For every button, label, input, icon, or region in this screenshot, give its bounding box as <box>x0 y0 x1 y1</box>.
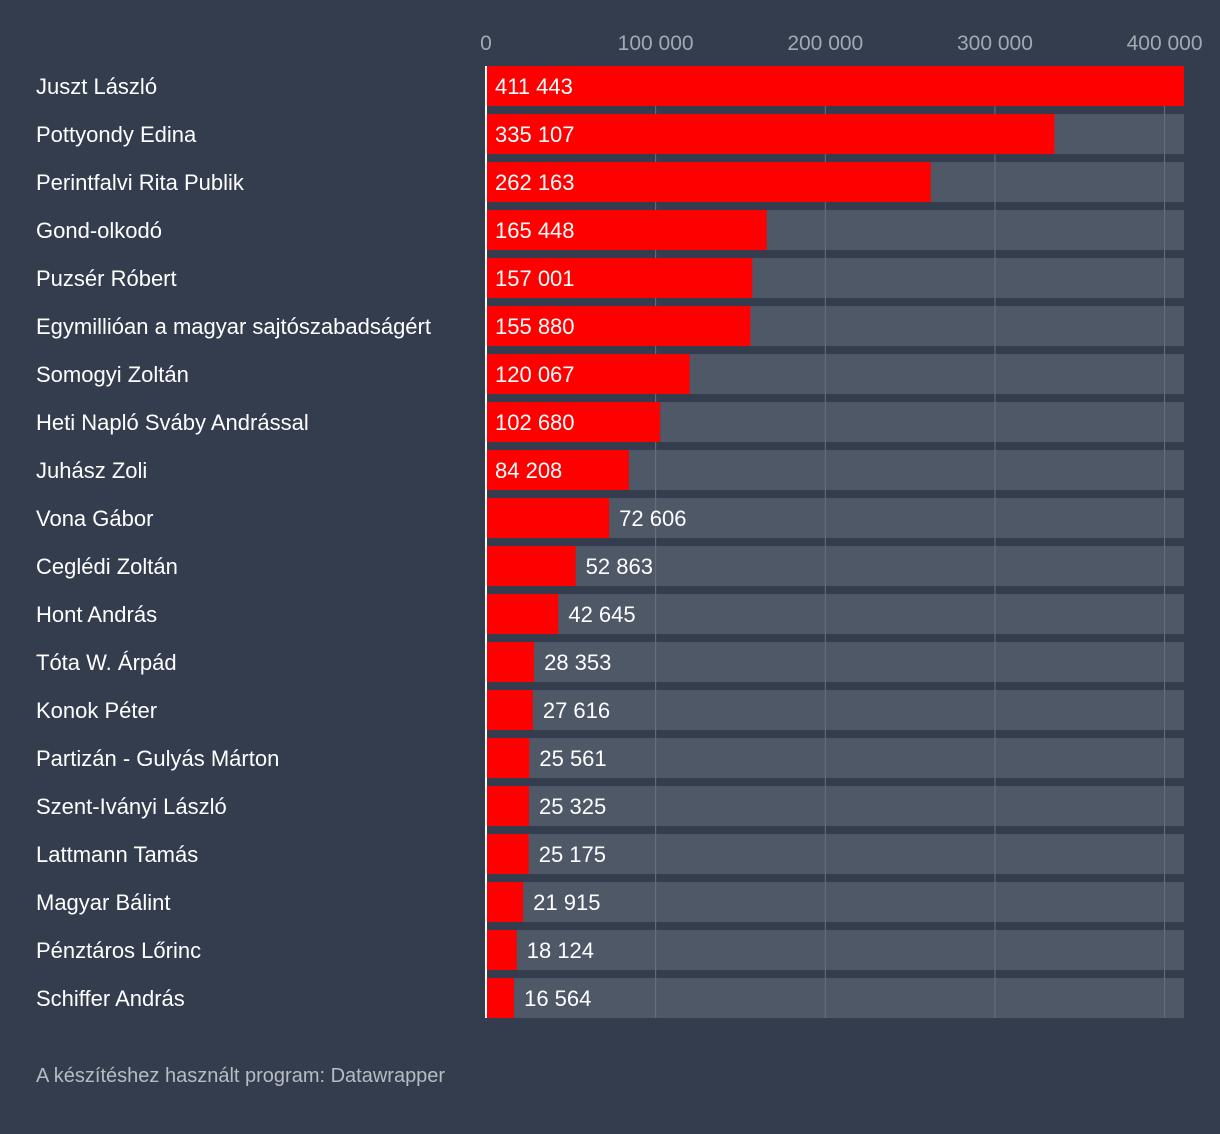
bar <box>486 882 524 922</box>
bar-track <box>486 642 1184 682</box>
bar-track <box>486 738 1184 778</box>
x-tick-label: 0 <box>480 32 492 55</box>
bar-track <box>486 978 1184 1018</box>
category-label: Egymillióan a magyar sajtószabadságért <box>36 314 431 339</box>
bar <box>486 258 753 298</box>
value-label: 157 001 <box>495 266 575 291</box>
bar <box>486 450 629 490</box>
value-label: 120 067 <box>495 362 575 387</box>
category-label: Tóta W. Árpád <box>36 650 177 675</box>
bar-track <box>486 786 1184 826</box>
category-label: Somogyi Zoltán <box>36 362 189 387</box>
bar <box>486 690 533 730</box>
value-label: 411 443 <box>495 74 573 99</box>
category-label: Szent-Iványi László <box>36 794 227 819</box>
bar <box>486 930 517 970</box>
category-label: Puzsér Róbert <box>36 266 177 291</box>
bar <box>486 546 576 586</box>
bar <box>486 978 515 1018</box>
value-label: 72 606 <box>619 506 686 531</box>
bar <box>486 402 661 442</box>
bar-track <box>486 690 1184 730</box>
bar <box>486 738 530 778</box>
value-label: 335 107 <box>495 122 575 147</box>
category-label: Konok Péter <box>36 698 157 723</box>
value-label: 16 564 <box>524 986 591 1011</box>
value-label: 84 208 <box>495 458 562 483</box>
bar <box>486 354 690 394</box>
bar-track <box>486 882 1184 922</box>
bar-track <box>486 546 1184 586</box>
category-label: Schiffer András <box>36 986 185 1011</box>
bar <box>486 498 610 538</box>
x-tick-label: 300 000 <box>957 32 1033 55</box>
category-label: Perintfalvi Rita Publik <box>36 170 245 195</box>
bar-chart: 0 100 000 200 000 300 000 400 000 Juszt Lászl… <box>36 32 1203 1018</box>
bar <box>486 834 529 874</box>
bar <box>486 162 931 202</box>
footer-credit: A készítéshez használt program: Datawrap… <box>36 1065 446 1087</box>
bar <box>486 66 1184 106</box>
category-label: Pénztáros Lőrinc <box>36 938 201 963</box>
category-label: Juszt László <box>36 74 157 99</box>
category-label: Juhász Zoli <box>36 458 147 483</box>
bar-track <box>486 594 1184 634</box>
bar-track <box>486 930 1184 970</box>
value-label: 262 163 <box>495 170 575 195</box>
category-label: Pottyondy Edina <box>36 122 197 147</box>
category-label: Vona Gábor <box>36 506 153 531</box>
category-label: Magyar Bálint <box>36 890 171 915</box>
value-label: 155 880 <box>495 314 575 339</box>
bar <box>486 210 767 250</box>
value-label: 21 915 <box>533 890 600 915</box>
category-label: Lattmann Tamás <box>36 842 198 867</box>
value-label: 52 863 <box>586 554 653 579</box>
category-label: Partizán - Gulyás Márton <box>36 746 279 771</box>
value-label: 18 124 <box>527 938 594 963</box>
bar-track <box>486 834 1184 874</box>
category-label: Hont András <box>36 602 157 627</box>
value-label: 25 175 <box>539 842 606 867</box>
value-label: 42 645 <box>568 602 635 627</box>
bar <box>486 642 535 682</box>
bar <box>486 786 529 826</box>
x-tick-label: 400 000 <box>1127 32 1203 55</box>
x-tick-label: 100 000 <box>618 32 694 55</box>
value-label: 25 561 <box>539 746 606 771</box>
value-label: 27 616 <box>543 698 610 723</box>
bar <box>486 594 559 634</box>
category-label: Gond-olkodó <box>36 218 162 243</box>
value-label: 28 353 <box>544 650 611 675</box>
category-label: Ceglédi Zoltán <box>36 554 178 579</box>
value-label: 165 448 <box>495 218 575 243</box>
bar <box>486 114 1055 154</box>
value-label: 25 325 <box>539 794 606 819</box>
value-label: 102 680 <box>495 410 575 435</box>
bar <box>486 306 751 346</box>
x-tick-label: 200 000 <box>787 32 863 55</box>
category-label: Heti Napló Sváby Andrással <box>36 410 309 435</box>
